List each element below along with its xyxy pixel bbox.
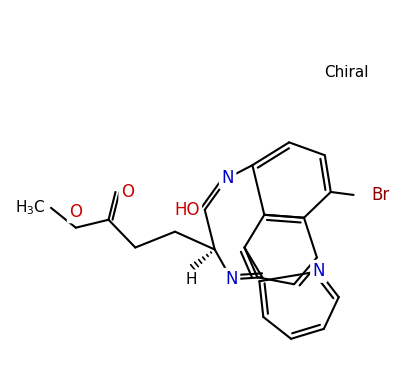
Text: O: O	[69, 203, 82, 221]
Text: H$_3$C: H$_3$C	[15, 198, 46, 217]
Text: HO: HO	[174, 201, 199, 219]
Text: Br: Br	[371, 186, 390, 204]
Text: O: O	[121, 183, 134, 201]
Text: Chiral: Chiral	[324, 65, 369, 80]
Text: N: N	[221, 169, 234, 187]
Text: H: H	[185, 272, 197, 287]
Text: N: N	[312, 262, 325, 280]
Text: N: N	[225, 270, 238, 288]
